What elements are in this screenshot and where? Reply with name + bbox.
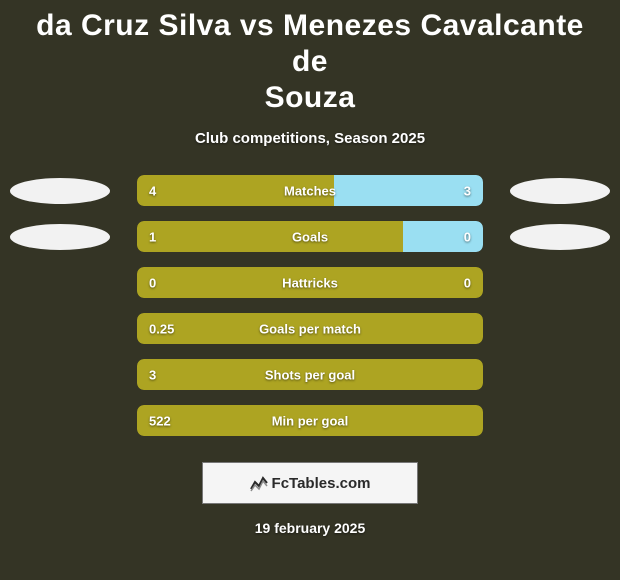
- stat-bar-matches: 4 Matches 3: [137, 175, 483, 206]
- stat-label: Hattricks: [282, 275, 338, 290]
- stat-row-goals-per-match: 0.25 Goals per match: [0, 313, 620, 344]
- stats-container: 4 Matches 3 1 Goals 0 0 Hattricks 0 0.25 Goals per…: [0, 175, 620, 436]
- player-right-marker: [510, 178, 610, 204]
- stat-row-matches: 4 Matches 3: [0, 175, 620, 206]
- stat-bar-shots-per-goal: 3 Shots per goal: [137, 359, 483, 390]
- bar-fill-right: [403, 221, 483, 252]
- stat-row-min-per-goal: 522 Min per goal: [0, 405, 620, 436]
- fctables-logo-icon: [250, 474, 268, 492]
- page-title: da Cruz Silva vs Menezes Cavalcante de S…: [0, 0, 620, 116]
- stat-value-left: 0: [149, 275, 156, 290]
- stat-row-hattricks: 0 Hattricks 0: [0, 267, 620, 298]
- bar-fill-right: [334, 175, 483, 206]
- bar-fill-left: [137, 221, 403, 252]
- stat-label: Min per goal: [272, 413, 349, 428]
- stat-value-right: 0: [464, 275, 471, 290]
- stat-bar-goals: 1 Goals 0: [137, 221, 483, 252]
- attribution-text: FcTables.com: [272, 475, 371, 492]
- stat-value-left: 1: [149, 229, 156, 244]
- player-right-marker: [510, 224, 610, 250]
- stat-value-right: 3: [464, 183, 471, 198]
- stat-value-left: 4: [149, 183, 156, 198]
- stat-row-shots-per-goal: 3 Shots per goal: [0, 359, 620, 390]
- title-line-2: Souza: [265, 81, 356, 114]
- player-left-marker: [10, 224, 110, 250]
- stat-value-right: 0: [464, 229, 471, 244]
- stat-bar-min-per-goal: 522 Min per goal: [137, 405, 483, 436]
- title-line-1: da Cruz Silva vs Menezes Cavalcante de: [36, 9, 584, 78]
- stat-row-goals: 1 Goals 0: [0, 221, 620, 252]
- date-text: 19 february 2025: [0, 520, 620, 536]
- stat-value-left: 3: [149, 367, 156, 382]
- stat-bar-goals-per-match: 0.25 Goals per match: [137, 313, 483, 344]
- stat-label: Goals: [292, 229, 328, 244]
- attribution-box: FcTables.com: [202, 462, 418, 504]
- stat-label: Matches: [284, 183, 336, 198]
- stat-value-left: 0.25: [149, 321, 174, 336]
- stat-bar-hattricks: 0 Hattricks 0: [137, 267, 483, 298]
- player-left-marker: [10, 178, 110, 204]
- stat-label: Shots per goal: [265, 367, 355, 382]
- subtitle: Club competitions, Season 2025: [0, 130, 620, 147]
- stat-value-left: 522: [149, 413, 171, 428]
- stat-label: Goals per match: [259, 321, 361, 336]
